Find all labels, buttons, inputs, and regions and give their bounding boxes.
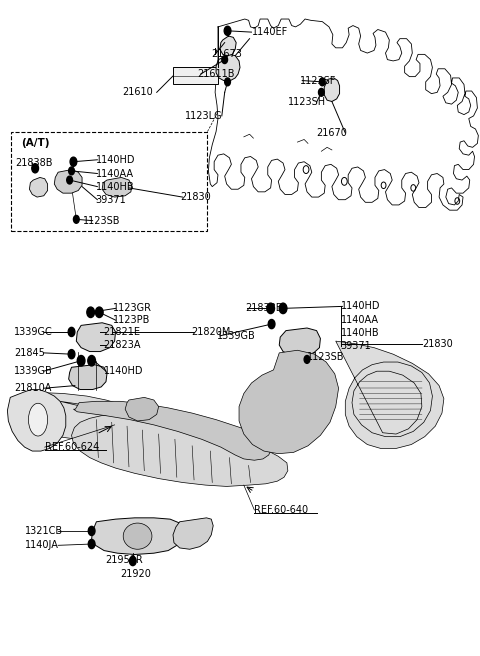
- Circle shape: [130, 556, 136, 565]
- Text: 1140EF: 1140EF: [252, 27, 288, 37]
- Text: 1339GB: 1339GB: [217, 331, 256, 341]
- Text: 21670: 21670: [317, 128, 348, 138]
- Circle shape: [320, 78, 325, 86]
- Circle shape: [87, 307, 95, 318]
- Polygon shape: [60, 401, 288, 486]
- Text: 1123SB: 1123SB: [307, 352, 345, 363]
- Circle shape: [73, 215, 79, 223]
- Polygon shape: [22, 392, 142, 442]
- Text: 21820M: 21820M: [191, 327, 230, 337]
- Polygon shape: [173, 518, 213, 549]
- Polygon shape: [7, 390, 66, 451]
- Circle shape: [304, 356, 310, 363]
- Text: 1140JA: 1140JA: [24, 541, 59, 550]
- Polygon shape: [279, 328, 321, 356]
- Circle shape: [68, 350, 75, 359]
- Text: 1123SB: 1123SB: [83, 216, 120, 226]
- Text: 1140HD: 1140HD: [340, 301, 380, 312]
- Circle shape: [224, 26, 231, 35]
- Text: 21610: 21610: [123, 87, 154, 97]
- Polygon shape: [73, 401, 272, 461]
- Text: 21838B: 21838B: [15, 158, 52, 168]
- Text: 21830: 21830: [180, 192, 211, 202]
- Circle shape: [88, 539, 95, 548]
- Text: 1123LG: 1123LG: [185, 111, 223, 121]
- Text: 21611B: 21611B: [197, 69, 234, 79]
- Text: 1339GC: 1339GC: [14, 327, 53, 337]
- Circle shape: [96, 307, 103, 318]
- Text: 1140HD: 1140HD: [96, 155, 135, 165]
- Text: 39371: 39371: [340, 341, 371, 352]
- Circle shape: [70, 157, 77, 167]
- Circle shape: [267, 303, 275, 314]
- Text: 21845: 21845: [14, 348, 45, 358]
- Circle shape: [268, 319, 275, 329]
- Circle shape: [68, 327, 75, 337]
- Text: 1140AA: 1140AA: [340, 315, 379, 325]
- Circle shape: [225, 78, 230, 86]
- Polygon shape: [216, 54, 240, 81]
- Polygon shape: [76, 323, 116, 352]
- Circle shape: [77, 356, 85, 366]
- Polygon shape: [220, 36, 236, 56]
- Text: 21823A: 21823A: [104, 340, 141, 350]
- Text: 21821E: 21821E: [104, 327, 141, 337]
- Polygon shape: [54, 170, 82, 193]
- Text: 21830: 21830: [422, 338, 453, 349]
- Text: 21950R: 21950R: [105, 555, 143, 565]
- Circle shape: [279, 303, 287, 314]
- Text: 1123SH: 1123SH: [288, 97, 326, 107]
- Text: 1123SF: 1123SF: [300, 75, 336, 85]
- Polygon shape: [92, 518, 182, 554]
- Text: 1140HB: 1140HB: [96, 182, 134, 192]
- Circle shape: [69, 167, 74, 174]
- Text: 1123PB: 1123PB: [113, 315, 151, 325]
- Circle shape: [88, 526, 95, 535]
- Text: 1339GB: 1339GB: [14, 366, 53, 376]
- Polygon shape: [239, 350, 338, 454]
- Text: REF.60-624: REF.60-624: [45, 442, 99, 452]
- Text: 21920: 21920: [120, 569, 151, 579]
- Polygon shape: [324, 78, 339, 102]
- Text: 1123GR: 1123GR: [113, 303, 152, 314]
- Circle shape: [319, 89, 324, 96]
- Ellipse shape: [123, 523, 152, 549]
- Text: REF.60-640: REF.60-640: [254, 505, 309, 515]
- Polygon shape: [173, 68, 218, 85]
- Circle shape: [88, 356, 96, 366]
- Text: 21810A: 21810A: [14, 383, 51, 393]
- Text: 21838B: 21838B: [245, 303, 282, 314]
- Circle shape: [32, 164, 38, 173]
- Polygon shape: [125, 398, 158, 421]
- Bar: [11, 132, 207, 231]
- Polygon shape: [102, 177, 132, 197]
- Text: 39371: 39371: [96, 195, 126, 205]
- Polygon shape: [29, 177, 48, 197]
- Polygon shape: [69, 365, 107, 390]
- Circle shape: [67, 176, 72, 184]
- Polygon shape: [336, 341, 444, 449]
- Text: 1140HD: 1140HD: [104, 366, 143, 376]
- Text: 1140HB: 1140HB: [340, 328, 379, 338]
- Circle shape: [222, 56, 228, 64]
- Text: 21673: 21673: [211, 49, 242, 60]
- Text: (A/T): (A/T): [21, 138, 49, 148]
- Ellipse shape: [28, 403, 48, 436]
- Text: 1321CB: 1321CB: [24, 526, 63, 536]
- Text: 1140AA: 1140AA: [96, 169, 133, 178]
